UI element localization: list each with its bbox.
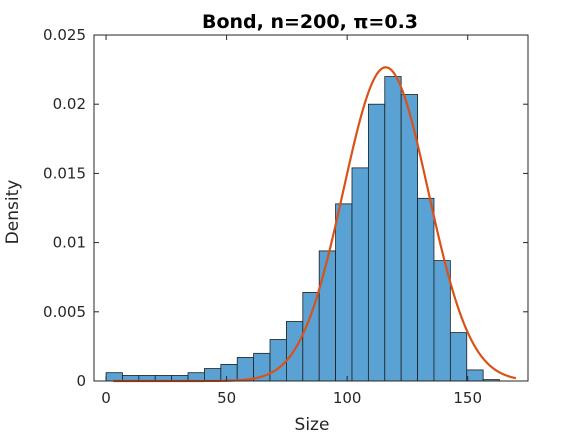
histogram-bar xyxy=(318,250,336,382)
histogram-bar xyxy=(105,372,123,382)
x-axis-label: Size xyxy=(295,415,330,435)
x-tick-label: 50 xyxy=(217,389,236,407)
histogram-bar xyxy=(302,292,320,382)
histogram-bar xyxy=(335,203,353,382)
axes-box xyxy=(93,34,529,382)
histogram-bar xyxy=(220,363,238,382)
x-tick-label: 150 xyxy=(453,389,482,407)
chart-title: Bond, n=200, π=0.3 xyxy=(202,11,418,33)
x-axis: 0 50 100 150 xyxy=(101,35,482,407)
y-axis: 0 0.005 0.01 0.015 0.02 0.025 xyxy=(43,26,528,390)
histogram-bar xyxy=(367,103,386,382)
histogram-bar xyxy=(449,332,468,382)
x-tick-label: 0 xyxy=(101,389,111,407)
y-tick-label: 0.005 xyxy=(43,303,86,321)
y-tick-label: 0.025 xyxy=(43,26,86,44)
histogram-bar xyxy=(204,368,222,382)
y-tick-label: 0 xyxy=(76,372,86,390)
y-tick-label: 0.02 xyxy=(53,95,86,113)
x-tick-label: 100 xyxy=(333,389,362,407)
y-tick-label: 0.015 xyxy=(43,164,86,182)
histogram-bar xyxy=(433,260,451,382)
histogram-bar xyxy=(236,357,255,382)
histogram-bars xyxy=(105,76,500,382)
histogram-bar xyxy=(384,76,402,382)
histogram-bar xyxy=(269,339,287,382)
histogram-bar xyxy=(466,369,484,382)
histogram-bar xyxy=(417,197,435,382)
y-tick-label: 0.01 xyxy=(53,234,86,252)
y-axis-label: Density xyxy=(3,180,23,245)
histogram-bar xyxy=(351,167,369,382)
histogram-bar xyxy=(187,372,205,382)
